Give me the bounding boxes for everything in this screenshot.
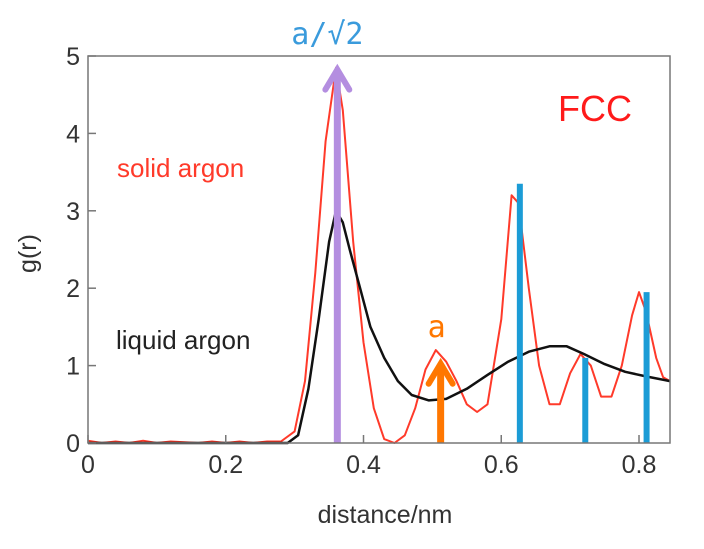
a-over-root2-arrow bbox=[322, 63, 353, 443]
plot-layer bbox=[87, 63, 671, 445]
arrow-head bbox=[322, 63, 353, 93]
y-axis-label: g(r) bbox=[14, 234, 42, 273]
x-tick-label: 0 bbox=[81, 451, 95, 479]
y-tick-label: 4 bbox=[66, 120, 80, 148]
plot-frame bbox=[87, 55, 671, 444]
y-tick-label: 1 bbox=[66, 353, 80, 381]
fcc-annotation: FCC bbox=[558, 88, 632, 129]
x-tick-label: 0.2 bbox=[208, 451, 243, 479]
x-tick-label: 0.6 bbox=[484, 451, 519, 479]
a-over-root2-annotation: a/√2 bbox=[291, 17, 363, 52]
y-tick-label: 5 bbox=[66, 43, 80, 71]
y-tick-label: 2 bbox=[66, 275, 80, 303]
axis-layer: 0 0.2 0.4 0.6 0.8 0 1 2 3 4 5 bbox=[66, 43, 656, 479]
x-tick-label: 0.8 bbox=[622, 451, 657, 479]
solid-argon-label: solid argon bbox=[117, 153, 244, 183]
liquid-argon-line bbox=[88, 209, 671, 445]
arrow-head bbox=[425, 357, 456, 387]
a-annotation: a bbox=[428, 310, 446, 345]
x-axis-label: distance/nm bbox=[318, 501, 453, 529]
x-tick-label: 0.4 bbox=[346, 451, 381, 479]
y-tick-label: 3 bbox=[66, 198, 80, 226]
a-arrow bbox=[425, 357, 456, 443]
liquid-argon-label: liquid argon bbox=[116, 325, 250, 355]
y-tick-label: 0 bbox=[66, 430, 80, 458]
